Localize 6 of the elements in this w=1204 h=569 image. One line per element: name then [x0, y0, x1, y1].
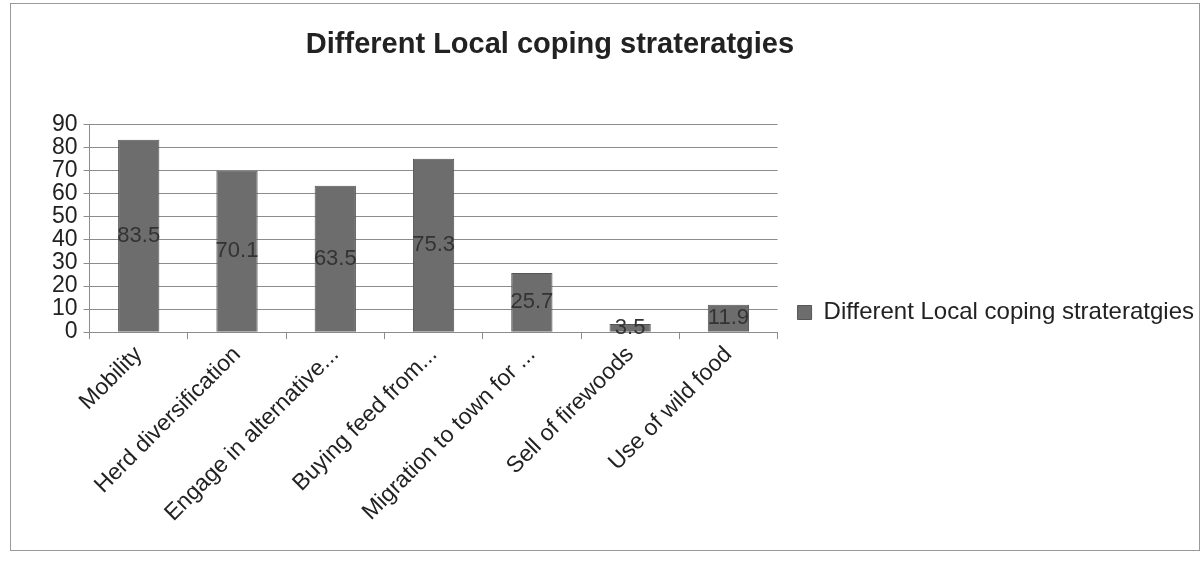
data-label: 75.3 — [412, 231, 455, 257]
data-label: 63.5 — [313, 244, 357, 270]
chart-title: Different Local coping strateratgies — [305, 27, 795, 60]
data-label: 11.9 — [707, 304, 750, 330]
legend-label: Different Local coping strateratgies — [823, 297, 1195, 325]
data-label: 25.7 — [510, 288, 554, 314]
